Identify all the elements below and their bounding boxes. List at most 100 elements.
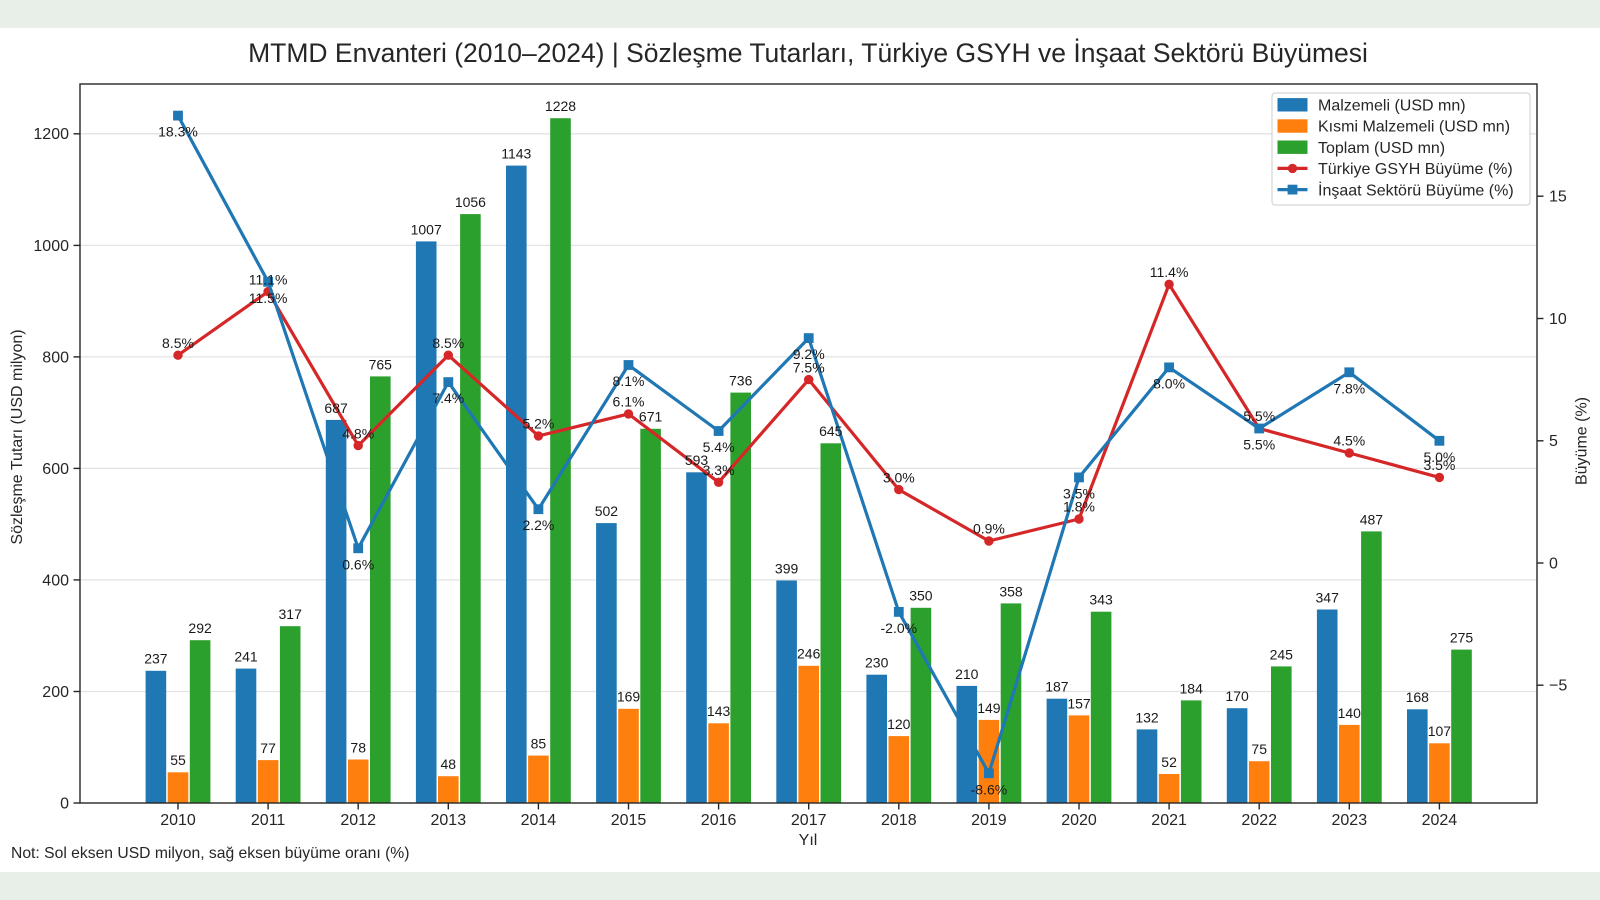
svg-text:184: 184 — [1180, 680, 1204, 696]
svg-text:3.0%: 3.0% — [883, 469, 915, 485]
svg-text:1000: 1000 — [33, 238, 69, 255]
svg-text:7.8%: 7.8% — [1333, 380, 1365, 396]
svg-text:-8.6%: -8.6% — [971, 781, 1008, 797]
svg-text:143: 143 — [707, 703, 731, 719]
svg-text:78: 78 — [350, 739, 366, 755]
svg-text:7.4%: 7.4% — [432, 390, 464, 406]
svg-text:5.5%: 5.5% — [1243, 408, 1275, 424]
svg-text:350: 350 — [909, 588, 933, 604]
svg-text:Not: Sol eksen USD milyon, sağ: Not: Sol eksen USD milyon, sağ eksen büy… — [11, 845, 409, 862]
svg-text:5.4%: 5.4% — [703, 439, 735, 455]
svg-text:246: 246 — [797, 646, 821, 662]
svg-text:2023: 2023 — [1332, 812, 1368, 829]
svg-text:8.0%: 8.0% — [1153, 375, 1185, 391]
svg-text:7.5%: 7.5% — [793, 359, 825, 375]
svg-text:8.5%: 8.5% — [162, 335, 194, 351]
svg-text:2022: 2022 — [1241, 812, 1277, 829]
svg-text:5.0%: 5.0% — [1423, 449, 1455, 465]
svg-text:237: 237 — [144, 651, 168, 667]
svg-text:1228: 1228 — [545, 98, 576, 114]
svg-text:−5: −5 — [1549, 678, 1567, 695]
svg-text:2020: 2020 — [1061, 812, 1097, 829]
svg-text:2013: 2013 — [431, 812, 467, 829]
svg-text:İnşaat Sektörü Büyüme (%): İnşaat Sektörü Büyüme (%) — [1318, 180, 1514, 199]
svg-text:Sözleşme Tutarı (USD milyon): Sözleşme Tutarı (USD milyon) — [9, 329, 26, 544]
svg-text:0.9%: 0.9% — [973, 521, 1005, 537]
svg-text:2021: 2021 — [1151, 812, 1187, 829]
svg-text:2016: 2016 — [701, 812, 737, 829]
svg-text:149: 149 — [977, 700, 1001, 716]
svg-text:671: 671 — [639, 409, 663, 425]
svg-text:169: 169 — [617, 689, 641, 705]
svg-text:200: 200 — [42, 684, 69, 701]
svg-text:2015: 2015 — [611, 812, 647, 829]
svg-text:18.3%: 18.3% — [158, 124, 198, 140]
svg-text:Büyüme (%): Büyüme (%) — [1574, 397, 1591, 485]
svg-text:170: 170 — [1225, 688, 1249, 704]
svg-text:2011: 2011 — [251, 812, 286, 829]
svg-text:5.2%: 5.2% — [522, 416, 554, 432]
svg-text:2014: 2014 — [521, 812, 557, 829]
svg-text:736: 736 — [729, 373, 753, 389]
svg-text:11.1%: 11.1% — [249, 271, 288, 287]
svg-text:347: 347 — [1316, 589, 1340, 605]
svg-text:10: 10 — [1549, 311, 1567, 328]
svg-text:343: 343 — [1089, 592, 1113, 608]
svg-text:241: 241 — [234, 649, 258, 665]
svg-text:0.6%: 0.6% — [342, 556, 374, 572]
svg-text:600: 600 — [42, 461, 69, 478]
svg-text:52: 52 — [1161, 754, 1177, 770]
svg-text:85: 85 — [531, 736, 547, 752]
svg-text:0: 0 — [1549, 555, 1558, 572]
svg-text:11.4%: 11.4% — [1150, 264, 1189, 280]
svg-text:140: 140 — [1338, 705, 1362, 721]
svg-text:2.2%: 2.2% — [522, 517, 554, 533]
svg-text:157: 157 — [1067, 695, 1091, 711]
svg-text:Türkiye GSYH Büyüme (%): Türkiye GSYH Büyüme (%) — [1318, 161, 1513, 178]
svg-text:MTMD Envanteri (2010–2024) | S: MTMD Envanteri (2010–2024) | Sözleşme Tu… — [248, 38, 1368, 68]
svg-text:593: 593 — [685, 452, 709, 468]
svg-text:3.3%: 3.3% — [703, 462, 735, 478]
svg-text:1200: 1200 — [33, 126, 69, 143]
svg-text:3.5%: 3.5% — [1063, 485, 1095, 501]
svg-text:3.5%: 3.5% — [1423, 457, 1455, 473]
svg-text:2012: 2012 — [340, 812, 376, 829]
svg-text:399: 399 — [775, 560, 799, 576]
svg-text:5: 5 — [1549, 433, 1558, 450]
svg-text:2018: 2018 — [881, 812, 917, 829]
svg-text:132: 132 — [1135, 709, 1159, 725]
svg-text:210: 210 — [955, 666, 979, 682]
svg-text:Malzemeli (USD mn): Malzemeli (USD mn) — [1318, 98, 1466, 115]
svg-text:55: 55 — [170, 752, 186, 768]
svg-text:1056: 1056 — [455, 194, 486, 210]
svg-text:Kısmi Malzemeli (USD mn): Kısmi Malzemeli (USD mn) — [1318, 119, 1510, 136]
svg-text:168: 168 — [1406, 689, 1430, 705]
svg-text:8.5%: 8.5% — [432, 335, 464, 351]
svg-text:8.1%: 8.1% — [613, 373, 645, 389]
svg-text:4.8%: 4.8% — [342, 425, 374, 441]
svg-text:245: 245 — [1270, 646, 1294, 662]
svg-text:11.5%: 11.5% — [249, 290, 288, 306]
svg-text:358: 358 — [999, 583, 1023, 599]
svg-text:6.1%: 6.1% — [613, 394, 645, 410]
svg-text:48: 48 — [441, 756, 457, 772]
svg-text:1.8%: 1.8% — [1063, 499, 1095, 515]
svg-text:Yıl: Yıl — [799, 832, 818, 849]
svg-text:487: 487 — [1360, 511, 1384, 527]
svg-text:400: 400 — [42, 572, 69, 589]
svg-text:687: 687 — [324, 400, 348, 416]
svg-text:317: 317 — [279, 606, 303, 622]
svg-text:2017: 2017 — [791, 812, 827, 829]
svg-text:4.5%: 4.5% — [1333, 433, 1365, 449]
svg-text:9.2%: 9.2% — [793, 346, 825, 362]
svg-text:230: 230 — [865, 655, 889, 671]
svg-text:1007: 1007 — [411, 221, 442, 237]
svg-text:120: 120 — [887, 716, 911, 732]
svg-text:765: 765 — [369, 356, 393, 372]
svg-text:275: 275 — [1450, 630, 1474, 646]
svg-text:75: 75 — [1251, 741, 1267, 757]
svg-text:-2.0%: -2.0% — [881, 620, 918, 636]
svg-text:1143: 1143 — [501, 146, 531, 162]
svg-text:502: 502 — [595, 503, 619, 519]
svg-text:2010: 2010 — [160, 812, 196, 829]
